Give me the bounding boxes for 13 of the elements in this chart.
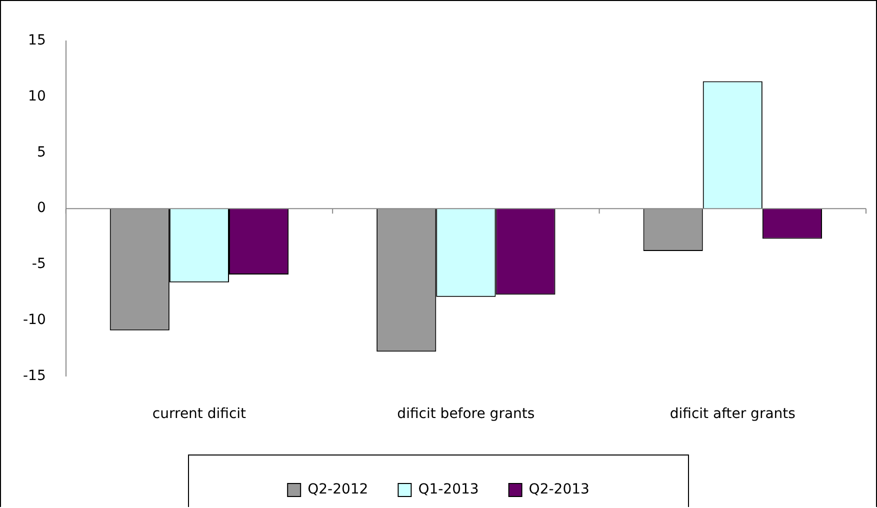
legend-label: Q2-2012 [308, 482, 368, 498]
y-tick-label: -15 [22, 368, 46, 384]
y-tick-label: 15 [28, 32, 46, 49]
legend-label: Q2-2013 [528, 482, 590, 498]
y-tick-label: -10 [22, 312, 46, 328]
y-tick-label: 10 [28, 88, 46, 105]
y-tick-label: 0 [36, 200, 46, 216]
x-tick-label: dificit before grants [397, 406, 535, 422]
x-tick-label: dificit after grants [670, 406, 796, 422]
x-tick-label: current dificit [152, 406, 247, 422]
legend-label: Q1-2013 [418, 482, 479, 498]
y-tick-label: -5 [32, 256, 46, 272]
y-tick-label: 5 [36, 144, 46, 160]
